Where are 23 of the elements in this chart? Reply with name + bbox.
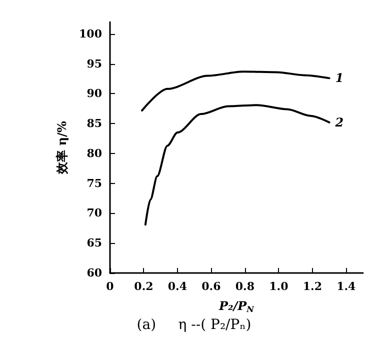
y-tick-label: 65 [86, 236, 102, 250]
y-tick-label: 95 [86, 57, 102, 70]
y-axis-title: 效率 η/% [55, 120, 70, 175]
y-tick-label: 80 [86, 146, 102, 160]
x-tick-label: 1.2 [302, 280, 322, 293]
x-tick-label: 0.2 [134, 280, 154, 293]
y-tick-label: 90 [86, 87, 102, 100]
y-tick-label: 100 [79, 27, 102, 40]
series-label: 2 [334, 115, 344, 130]
x-tick-label: 1.4 [336, 280, 356, 293]
x-tick-label: 1.0 [269, 280, 289, 293]
x-tick-label: 0.8 [235, 280, 255, 293]
x-tick-label: 0 [106, 280, 114, 293]
line-series [141, 70, 330, 112]
y-tick-label: 70 [86, 206, 102, 220]
y-tick-label: 75 [86, 176, 102, 190]
text: (a) η --( P₂/Pₙ) [136, 317, 252, 333]
y-tick-label: 60 [86, 266, 102, 280]
y-tick-label: 85 [86, 117, 102, 130]
line-series [144, 104, 330, 226]
x-tick-label: 0.4 [168, 280, 188, 293]
x-tick-label: 0.6 [202, 280, 222, 293]
series-label: 1 [335, 71, 344, 86]
